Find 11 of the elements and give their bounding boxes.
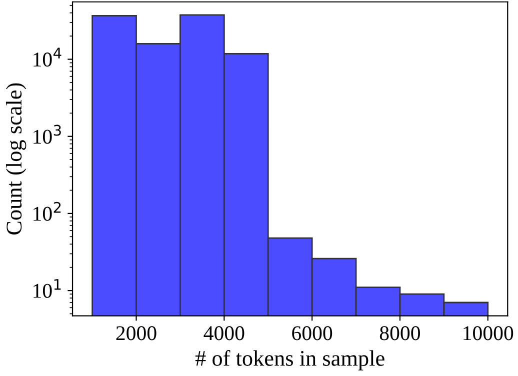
x-tick-label: 10000 xyxy=(464,326,514,340)
x-tick-label: 8000 xyxy=(380,326,420,340)
y-tick-label: 10$^{3}$ xyxy=(34,124,61,144)
y-tick-label: 10$^{4}$ xyxy=(34,48,62,67)
x-axis-title: # of tokens in sample xyxy=(195,350,384,370)
y-axis-title: Count (log scale) xyxy=(6,83,26,234)
x-tick-label: 4000 xyxy=(204,326,244,340)
y-tick-label: 10$^{2}$ xyxy=(34,202,61,221)
x-tick-label: 2000 xyxy=(116,326,156,340)
y-tick-label: 10$^{1}$ xyxy=(34,279,61,298)
x-tick-label: 6000 xyxy=(292,326,332,340)
